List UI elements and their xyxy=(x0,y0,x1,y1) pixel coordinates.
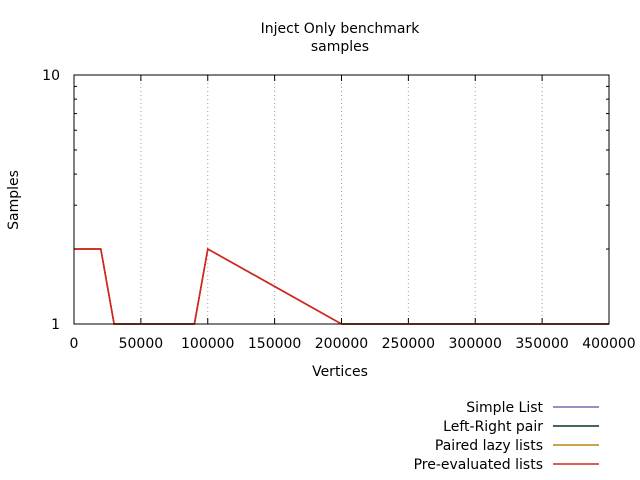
y-tick-label: 1 xyxy=(51,317,60,333)
x-tick-label: 200000 xyxy=(315,336,368,352)
x-tick-label: 400000 xyxy=(582,336,635,352)
x-tick-label: 100000 xyxy=(181,336,234,352)
y-tick-label: 10 xyxy=(42,68,60,84)
x-tick-label: 150000 xyxy=(248,336,301,352)
series-line xyxy=(74,247,609,325)
x-tick-label: 300000 xyxy=(449,336,502,352)
x-tick-label: 350000 xyxy=(515,336,568,352)
series-line xyxy=(74,247,609,325)
y-tick-labels: 1 10 xyxy=(42,68,60,333)
x-tick-label: 0 xyxy=(70,336,79,352)
legend-label: Simple List xyxy=(466,400,543,416)
series-line xyxy=(74,247,609,325)
x-axis-label: Vertices xyxy=(312,364,368,380)
x-tick-label: 250000 xyxy=(382,336,435,352)
y-axis-label: Samples xyxy=(6,170,22,230)
legend: Simple List Left-Right pair Paired lazy li… xyxy=(414,400,599,473)
series-lines xyxy=(74,247,609,325)
x-tick-label: 50000 xyxy=(119,336,164,352)
x-tick-labels: 0 50000 100000 150000 200000 250000 300000 3500… xyxy=(70,336,636,352)
chart-title: Inject Only benchmark xyxy=(261,21,421,37)
grid xyxy=(140,75,543,324)
series-line xyxy=(74,247,609,325)
legend-label: Left-Right pair xyxy=(443,419,543,435)
plot-frame xyxy=(73,74,610,325)
chart-subtitle: samples xyxy=(311,39,369,55)
legend-label: Pre-evaluated lists xyxy=(414,457,543,473)
legend-label: Paired lazy lists xyxy=(435,438,543,454)
